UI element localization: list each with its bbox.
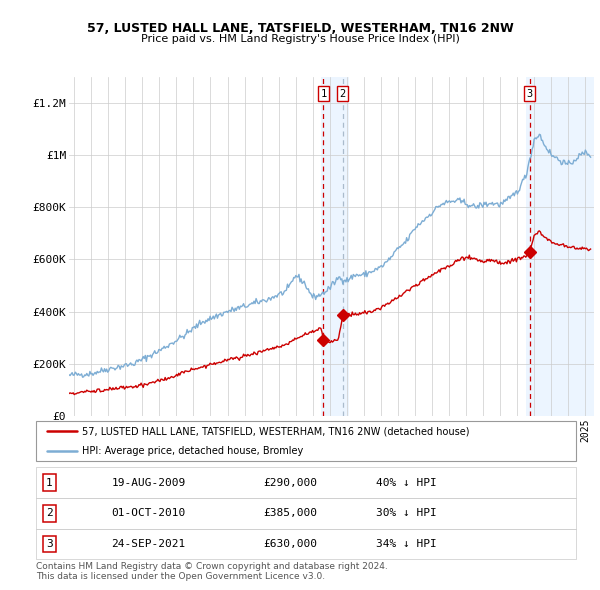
Bar <box>526 77 594 416</box>
Text: 24-SEP-2021: 24-SEP-2021 <box>112 539 186 549</box>
Text: £385,000: £385,000 <box>263 509 317 518</box>
Text: 30% ↓ HPI: 30% ↓ HPI <box>376 509 437 518</box>
Text: 34% ↓ HPI: 34% ↓ HPI <box>376 539 437 549</box>
Text: Price paid vs. HM Land Registry's House Price Index (HPI): Price paid vs. HM Land Registry's House … <box>140 34 460 44</box>
Text: 2: 2 <box>340 88 346 99</box>
Bar <box>321 77 349 416</box>
Text: 2: 2 <box>46 509 53 518</box>
Text: £290,000: £290,000 <box>263 478 317 487</box>
Text: 40% ↓ HPI: 40% ↓ HPI <box>376 478 437 487</box>
Text: 19-AUG-2009: 19-AUG-2009 <box>112 478 186 487</box>
Text: This data is licensed under the Open Government Licence v3.0.: This data is licensed under the Open Gov… <box>36 572 325 581</box>
Text: 1: 1 <box>320 88 326 99</box>
Text: HPI: Average price, detached house, Bromley: HPI: Average price, detached house, Brom… <box>82 447 303 456</box>
Text: 01-OCT-2010: 01-OCT-2010 <box>112 509 186 518</box>
Text: 3: 3 <box>527 88 533 99</box>
Text: 3: 3 <box>46 539 53 549</box>
Text: £630,000: £630,000 <box>263 539 317 549</box>
Text: 57, LUSTED HALL LANE, TATSFIELD, WESTERHAM, TN16 2NW: 57, LUSTED HALL LANE, TATSFIELD, WESTERH… <box>86 22 514 35</box>
Text: 1: 1 <box>46 478 53 487</box>
Text: 57, LUSTED HALL LANE, TATSFIELD, WESTERHAM, TN16 2NW (detached house): 57, LUSTED HALL LANE, TATSFIELD, WESTERH… <box>82 427 469 436</box>
Text: Contains HM Land Registry data © Crown copyright and database right 2024.: Contains HM Land Registry data © Crown c… <box>36 562 388 571</box>
